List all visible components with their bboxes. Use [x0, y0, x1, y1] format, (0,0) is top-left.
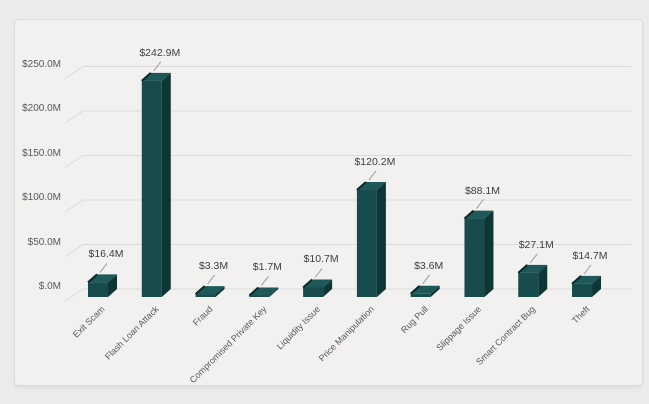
bar-side-face	[323, 279, 333, 297]
bar-front-face	[356, 190, 377, 297]
bar-side-face	[376, 182, 386, 297]
bar-front-face	[141, 80, 162, 297]
bar-bevel-edge	[87, 273, 98, 284]
bar-front-face	[303, 287, 324, 297]
gridline-diagonal	[64, 199, 84, 213]
bar-front-face	[464, 218, 485, 297]
bar-front-face	[195, 294, 216, 297]
value-label-leader-line	[529, 253, 538, 264]
bar-side-face	[592, 275, 602, 297]
gridline-diagonal	[64, 66, 84, 79]
value-label-leader-line	[583, 264, 592, 275]
bar-side-face	[161, 72, 171, 297]
bar-bevel-edge	[302, 278, 313, 289]
value-label-leader-line	[368, 170, 377, 181]
bar-front-face	[249, 295, 270, 297]
value-label-leader-line	[476, 199, 484, 209]
bar-bevel-edge	[571, 275, 582, 285]
bar-bevel-edge	[517, 264, 528, 274]
bar-side-face	[430, 285, 440, 297]
bar-bevel-edge	[248, 286, 260, 297]
gridline-diagonal	[64, 288, 84, 302]
bar-front-face	[518, 272, 539, 297]
bar-side-face	[538, 264, 548, 297]
bar-bevel-edge	[356, 181, 367, 191]
value-label-leader-line	[314, 268, 323, 278]
bar-front-face	[88, 282, 108, 297]
bar-bevel-edge	[141, 72, 152, 82]
value-label-leader-line	[422, 274, 431, 285]
bar-bevel-edge	[463, 209, 475, 220]
bar-front-face	[410, 293, 431, 297]
bar-bevel-edge	[410, 285, 421, 295]
gridline-diagonal	[64, 110, 84, 124]
bar-side-face	[108, 274, 117, 297]
bar-bevel-edge	[194, 285, 206, 295]
bar-side-face	[484, 210, 494, 297]
value-label-leader-line	[99, 263, 108, 273]
value-label-leader-line	[207, 274, 215, 285]
bar-side-face	[215, 286, 225, 297]
bar-front-face	[572, 283, 593, 297]
gridline-diagonal	[64, 155, 84, 168]
chart-card: $.0M $50.0M $100.0M $150.0M $200.0M $250.0M $1…	[14, 19, 643, 386]
bar-chart-canvas	[64, 61, 631, 302]
value-label-leader-line	[260, 276, 269, 286]
gridline-diagonal	[64, 244, 84, 257]
value-label-leader-line	[153, 61, 162, 72]
bar-side-face	[269, 287, 279, 297]
